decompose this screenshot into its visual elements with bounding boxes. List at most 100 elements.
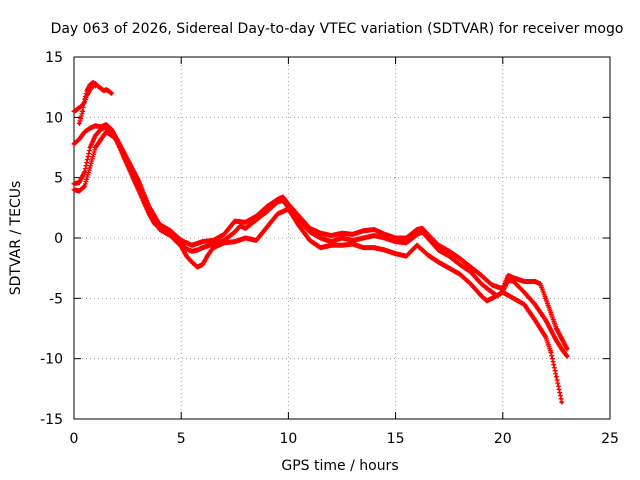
data-point	[511, 296, 516, 300]
data-point	[222, 232, 226, 236]
data-point	[83, 130, 87, 134]
data-point	[201, 246, 205, 250]
data-point	[404, 241, 408, 245]
data-point	[83, 170, 87, 174]
series-main	[71, 124, 570, 359]
data-point	[201, 262, 205, 267]
data-point	[447, 249, 451, 253]
x-tick-label: 0	[70, 431, 79, 447]
data-point	[286, 202, 290, 206]
data-point	[77, 189, 81, 193]
data-point	[554, 326, 559, 331]
data-point	[126, 160, 130, 164]
data-point	[93, 124, 98, 128]
data-point	[184, 247, 189, 251]
data-point	[190, 243, 194, 247]
y-tick-label: 0	[54, 231, 63, 247]
data-point	[158, 227, 162, 232]
data-point	[281, 195, 285, 199]
data-point	[265, 205, 269, 209]
data-point	[329, 243, 333, 247]
data-point	[538, 282, 542, 286]
data-point	[490, 296, 494, 300]
data-point	[544, 335, 548, 339]
data-point	[238, 224, 242, 228]
data-point	[77, 121, 81, 125]
x-tick-label: 15	[387, 431, 405, 447]
data-point	[179, 244, 183, 249]
data-point	[533, 318, 537, 322]
data-point	[77, 180, 81, 185]
data-point	[372, 233, 376, 238]
data-point	[469, 270, 473, 274]
data-point	[447, 266, 451, 270]
data-point	[318, 236, 323, 240]
data-point	[136, 182, 140, 186]
data-point	[329, 240, 333, 244]
data-point	[544, 318, 548, 322]
data-point	[479, 282, 483, 286]
data-point	[265, 225, 269, 229]
data-point	[479, 294, 483, 298]
data-point	[190, 249, 194, 253]
data-point	[340, 236, 344, 240]
x-axis-label: GPS time / hours	[281, 458, 398, 474]
data-point	[99, 86, 103, 90]
data-point	[490, 283, 494, 287]
data-point	[233, 230, 237, 234]
data-point	[447, 254, 451, 258]
data-point	[522, 290, 526, 294]
data-point	[479, 273, 483, 278]
data-point	[99, 125, 103, 129]
data-point	[109, 91, 114, 95]
data-point	[254, 238, 258, 243]
data-point	[420, 226, 424, 230]
data-point	[383, 232, 387, 236]
data-point	[308, 226, 312, 230]
data-point	[415, 232, 419, 236]
series-early-high	[71, 81, 115, 114]
y-tick-label: -15	[40, 412, 63, 428]
data-point	[211, 246, 215, 250]
data-point	[340, 231, 344, 235]
data-point	[426, 232, 430, 236]
series-early-spike	[76, 79, 98, 126]
data-point	[83, 184, 87, 188]
data-point	[383, 248, 387, 252]
data-point	[243, 236, 248, 240]
data-point	[93, 145, 98, 150]
data-point	[436, 248, 441, 252]
data-series	[71, 79, 570, 405]
axis-ticks: 0 5 10 15 20 25 -15 -10 -5 0 5 10 15	[40, 50, 619, 447]
data-point	[522, 279, 526, 284]
data-point	[404, 254, 408, 258]
data-point	[211, 238, 215, 243]
data-point	[506, 273, 510, 278]
data-point	[318, 231, 323, 235]
data-point	[458, 256, 462, 261]
chart-title: Day 063 of 2026, Sidereal Day-to-day VTE…	[51, 21, 624, 37]
data-point	[351, 242, 355, 246]
data-point	[436, 243, 441, 247]
data-point	[394, 252, 398, 256]
data-point	[565, 347, 569, 351]
data-point	[340, 243, 344, 247]
data-point	[88, 83, 92, 87]
data-point	[85, 89, 89, 93]
data-point	[147, 208, 151, 212]
data-point	[233, 240, 237, 244]
data-point	[184, 254, 189, 258]
data-point	[243, 226, 248, 230]
data-point	[93, 84, 98, 88]
x-tick-label: 20	[494, 431, 512, 447]
data-point	[554, 338, 559, 343]
data-point	[297, 224, 301, 228]
data-point	[91, 80, 95, 84]
data-point	[233, 219, 237, 223]
data-point	[549, 351, 553, 355]
data-point	[394, 240, 398, 244]
data-point	[168, 233, 173, 238]
y-tick-label: 5	[54, 171, 63, 187]
data-point	[501, 290, 505, 294]
data-point	[511, 276, 516, 280]
